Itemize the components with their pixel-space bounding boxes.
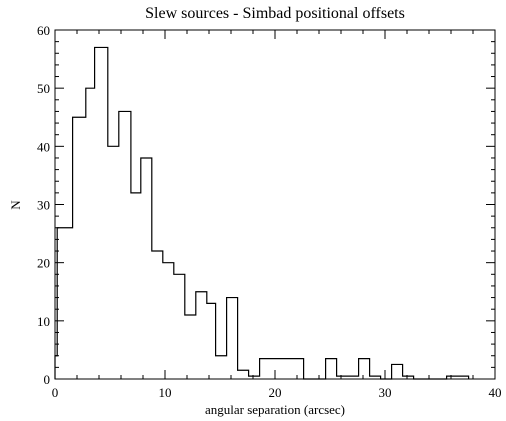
axis-ticks <box>55 30 495 379</box>
y-tick-label: 20 <box>37 256 50 271</box>
x-tick-label: 0 <box>52 385 59 400</box>
x-tick-label: 40 <box>489 385 502 400</box>
y-tick-label: 50 <box>37 81 50 96</box>
y-tick-label: 60 <box>37 23 50 38</box>
x-tick-label: 30 <box>379 385 392 400</box>
axis-tick-labels: 0 10 20 30 40 0 10 20 30 40 50 60 <box>37 23 502 400</box>
plot-frame <box>55 30 495 379</box>
plot-area: 0 10 20 30 40 0 10 20 30 40 50 60 <box>37 23 502 400</box>
x-axis-label: angular separation (arcsec) <box>205 402 345 417</box>
histogram-step-line <box>55 47 469 379</box>
x-tick-label: 20 <box>269 385 282 400</box>
y-tick-label: 40 <box>37 139 50 154</box>
y-tick-label: 10 <box>37 314 50 329</box>
y-tick-label: 30 <box>37 198 50 213</box>
chart-title: Slew sources - Simbad positional offsets <box>145 5 405 22</box>
y-axis-label: N <box>8 200 23 210</box>
x-tick-label: 10 <box>159 385 172 400</box>
y-tick-label: 0 <box>44 372 51 387</box>
